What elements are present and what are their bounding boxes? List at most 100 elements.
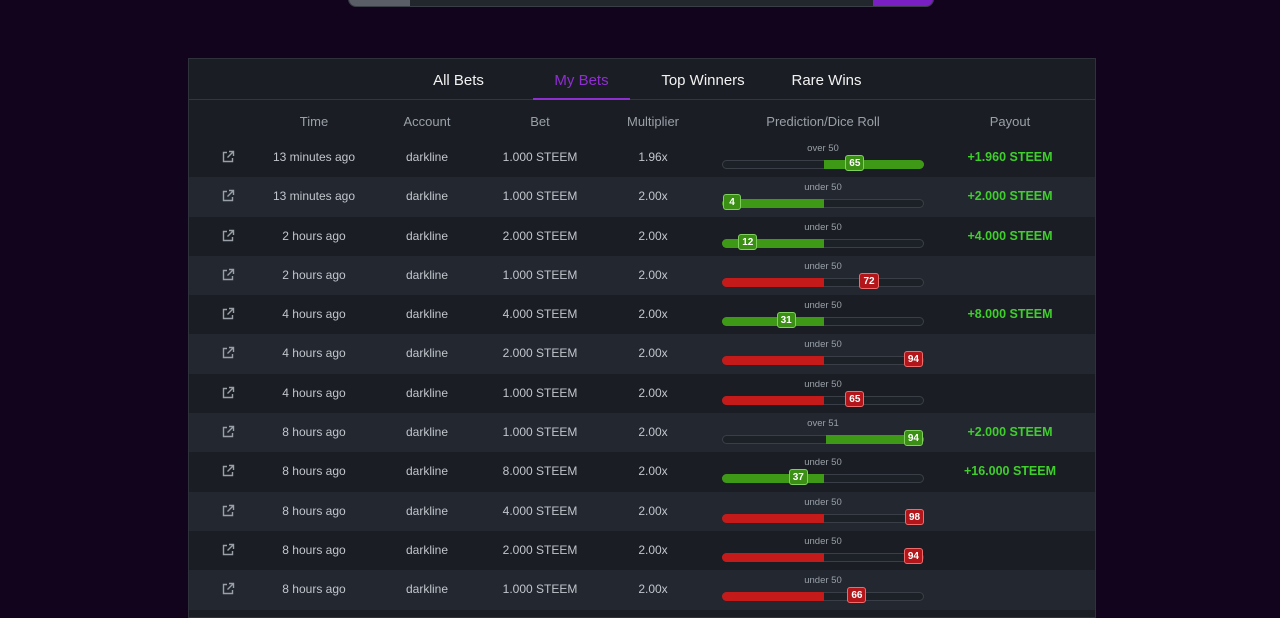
cell-multiplier: 2.00x [638,385,668,400]
column-header-account: Account [403,114,451,129]
cell-payout [950,374,1070,413]
cell-bet: 2.000 STEEM [502,542,578,557]
dice-roll-track: 65 [722,390,924,407]
cell-payout: +8.000 STEEM [967,307,1053,322]
cell-multiplier: 2.00x [638,346,668,361]
cell-account[interactable]: darkline [405,150,449,164]
table-row: 4 hours ago darkline 2.000 STEEM 2.00x under… [189,334,1095,374]
dice-roll-track: 98 [722,508,925,525]
external-link-icon[interactable] [221,464,235,478]
cell-account[interactable]: darkline [405,464,449,479]
external-link-icon[interactable] [221,150,235,164]
bets-panel: All Bets My Bets Top Winners Rare Wins T… [188,58,1096,618]
tab-all-bets[interactable]: All Bets [433,72,484,89]
dice-roll-track: 94 [722,430,924,447]
cell-time: 4 hours ago [282,346,346,361]
cell-time: 13 minutes ago [272,150,356,164]
top-progress-bar [348,0,934,7]
cell-multiplier: 2.00x [638,307,668,322]
cell-payout [950,492,1070,531]
external-link-icon[interactable] [221,307,235,321]
tab-top-winners[interactable]: Top Winners [661,72,745,89]
prediction-range-fill [722,277,824,287]
dice-roll-track: 94 [722,547,924,564]
external-link-icon[interactable] [221,425,235,439]
cell-bet: 8.000 STEEM [502,464,578,479]
bets-tabs: All Bets My Bets Top Winners Rare Wins [189,59,1095,100]
prediction-label: over 51 [807,418,839,430]
column-header-bet: Bet [530,114,550,129]
cell-time: 8 hours ago [282,464,346,479]
cell-payout: +2.000 STEEM [967,189,1053,204]
prediction-label: under 50 [804,378,842,390]
prediction-range-fill [722,356,824,366]
cell-account[interactable]: darkline [405,385,449,400]
top-bar-right-segment[interactable] [873,0,933,6]
tab-rare-wins[interactable]: Rare Wins [791,72,862,89]
prediction-label: under 50 [804,339,842,351]
external-link-icon[interactable] [221,504,235,518]
cell-multiplier: 1.96x [638,150,668,164]
column-header-time: Time [299,114,329,129]
dice-roll-marker: 37 [788,469,808,486]
prediction-label: under 50 [804,221,842,233]
cell-payout [950,531,1070,570]
prediction-label: over 50 [807,143,839,154]
external-link-icon[interactable] [221,346,235,360]
cell-payout: +4.000 STEEM [967,228,1053,243]
table-row: 13 minutes ago darkline 1.000 STEEM 2.00x +2… [189,177,1095,217]
dice-roll-track: 37 [722,469,924,486]
dice-roll-track: 94 [722,351,924,368]
dice-roll-track: 31 [722,312,924,329]
column-header-multiplier: Multiplier [626,114,679,129]
cell-bet: 1.000 STEEM [502,425,578,440]
cell-multiplier: 2.00x [638,582,668,597]
external-link-icon[interactable] [221,229,235,243]
dice-roll-track: 12 [722,233,924,250]
cell-time: 2 hours ago [282,267,346,282]
prediction-range-fill [824,160,924,169]
cell-account[interactable]: darkline [405,582,449,597]
dice-roll-marker: 4 [723,194,741,211]
cell-payout [950,570,1070,609]
external-link-icon[interactable] [221,386,235,400]
prediction-label: under 50 [804,457,842,469]
prediction-range-fill [722,317,824,327]
cell-account[interactable]: darkline [405,228,449,243]
cell-time: 4 hours ago [282,307,346,322]
cell-time: 4 hours ago [282,385,346,400]
cell-payout [950,334,1070,373]
external-link-icon[interactable] [221,268,235,282]
external-link-icon[interactable] [221,582,235,596]
prediction-label: under 50 [804,575,842,587]
prediction-range-fill [722,395,824,405]
table-row: 4 hours ago darkline 4.000 STEEM 2.00x +8.00… [189,295,1095,334]
external-link-icon[interactable] [221,189,235,203]
tab-my-bets[interactable]: My Bets [533,59,630,100]
cell-account[interactable]: darkline [405,346,449,361]
cell-time: 8 hours ago [282,582,346,597]
cell-account[interactable]: darkline [405,267,449,282]
table-header: Time Account Bet Multiplier Prediction/D… [189,100,1095,138]
cell-account[interactable]: darkline [405,425,449,440]
prediction-label: under 50 [804,496,842,508]
cell-bet: 1.000 STEEM [502,385,578,400]
cell-account[interactable]: darkline [405,503,449,518]
cell-account[interactable]: darkline [405,542,449,557]
dice-roll-marker: 65 [845,155,865,171]
cell-payout [950,256,1070,295]
cell-multiplier: 2.00x [638,464,668,479]
dice-roll-track: 72 [722,272,924,289]
external-link-icon[interactable] [221,543,235,557]
cell-multiplier: 2.00x [638,267,668,282]
cell-payout: +16.000 STEEM [963,464,1057,479]
cell-account[interactable]: darkline [405,307,449,322]
dice-roll-track: 4 [722,194,924,211]
prediction-label: under 50 [804,300,842,312]
dice-roll-marker: 94 [903,430,923,447]
prediction-range-fill [722,199,824,209]
table-row: 4 hours ago darkline 1.000 STEEM 2.00x under… [189,374,1095,413]
dice-roll-marker: 72 [859,272,879,289]
cell-account[interactable]: darkline [405,189,449,204]
cell-multiplier: 2.00x [638,189,668,204]
